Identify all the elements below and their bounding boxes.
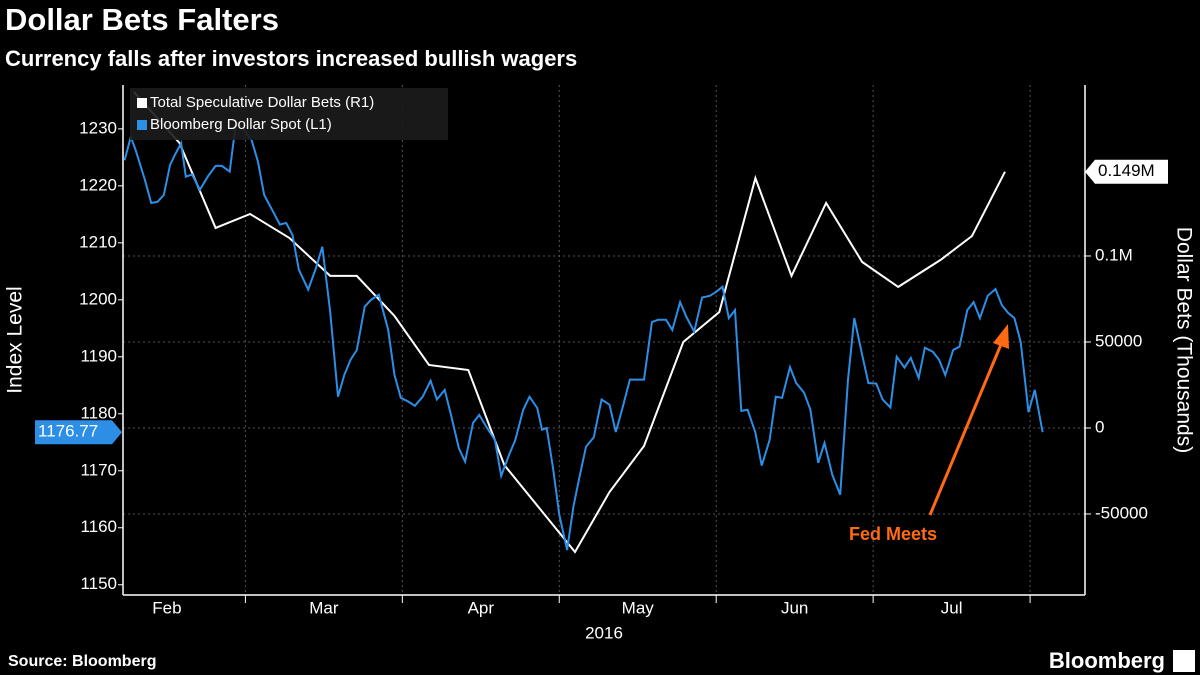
y-tick-label: 1190 [80, 346, 117, 365]
value-label: 1176.77 [38, 422, 98, 441]
y-tick-label: 1180 [80, 403, 117, 422]
x-tick-label: Jun [781, 598, 808, 617]
annotation: Fed Meets [849, 524, 937, 544]
series-line [123, 119, 1044, 551]
x-axis-label: 2016 [585, 623, 623, 642]
x-tick-label: Jul [941, 598, 963, 617]
y2-tick-label: 0.1M [1095, 245, 1133, 264]
x-tick-label: Mar [309, 598, 339, 617]
legend-label: Bloomberg Dollar Spot (L1) [150, 116, 332, 133]
y-tick-label: 1170 [80, 460, 117, 479]
series-line [133, 91, 1006, 554]
y-tick-label: 1160 [80, 517, 117, 536]
y2-tick-label: 50000 [1095, 331, 1142, 350]
legend-swatch [137, 98, 147, 108]
brand-icon [1173, 650, 1195, 672]
source: Source: Bloomberg [8, 653, 156, 670]
x-tick-label: Feb [152, 598, 181, 617]
x-tick-label: Apr [468, 598, 495, 617]
value-label-box [1085, 159, 1168, 184]
legend-label: Total Speculative Dollar Bets (R1) [150, 94, 374, 111]
chart-subtitle: Currency falls after investors increased… [5, 46, 577, 71]
chart-title: Dollar Bets Falters [5, 2, 279, 37]
value-label-box [35, 420, 122, 445]
y2-axis-label: Dollar Bets (Thousands) [1172, 227, 1195, 453]
y2-tick-label: 0 [1095, 417, 1104, 436]
y-tick-label: 1220 [79, 175, 117, 194]
legend-swatch [137, 120, 147, 130]
annotation-arrow [928, 341, 1004, 516]
value-label: 0.149M [1098, 161, 1155, 180]
brand: Bloomberg [1049, 648, 1165, 673]
y2-tick-label: -50000 [1095, 503, 1148, 522]
annotation-arrowhead [993, 324, 1009, 349]
y-tick-label: 1200 [79, 289, 117, 308]
y-tick-label: 1210 [79, 232, 117, 251]
y-tick-label: 1230 [79, 118, 117, 137]
legend-box [130, 88, 448, 140]
y-axis-label: Index Level [4, 286, 27, 393]
y-tick-label: 1150 [80, 574, 117, 593]
x-tick-label: May [622, 598, 655, 617]
